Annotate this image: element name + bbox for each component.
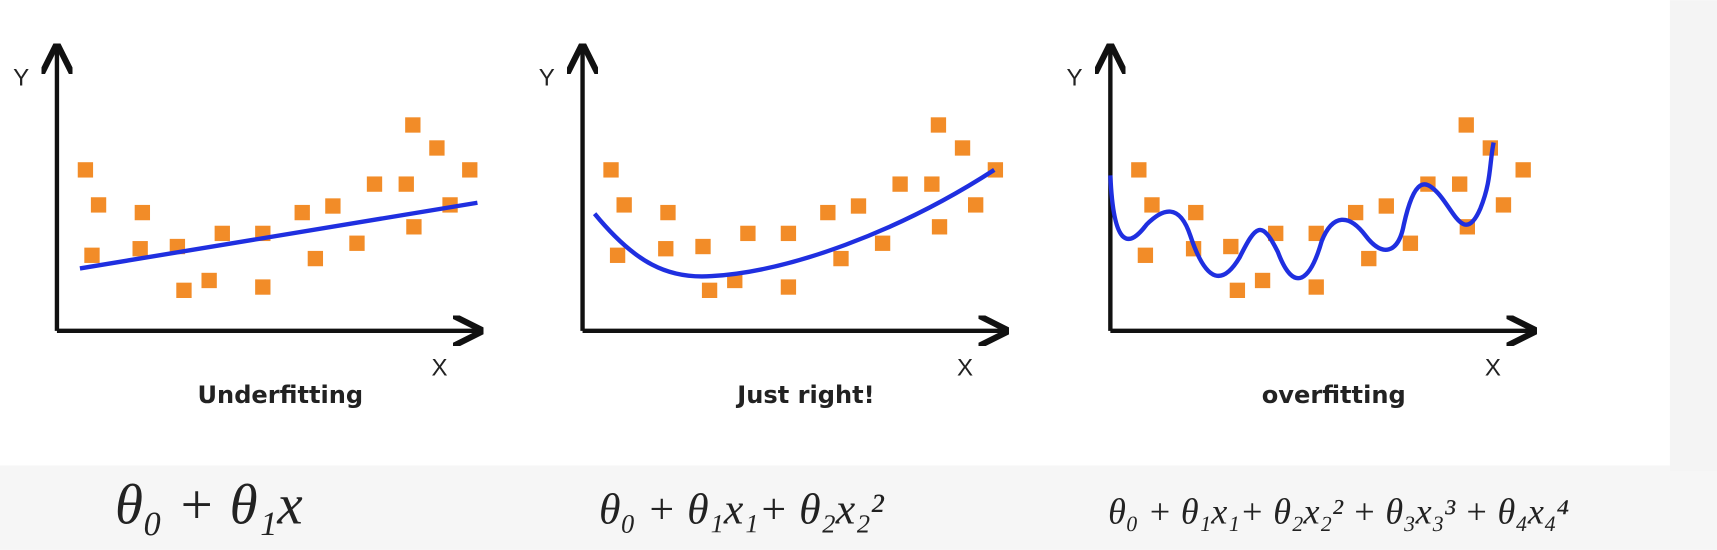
data-point [968,197,984,213]
data-point [850,198,867,214]
data-point [349,235,365,251]
data-point [1229,282,1246,298]
data-point [1378,198,1394,214]
data-point [255,279,271,295]
data-point [366,176,383,192]
data-point [1402,235,1419,251]
data-point [1452,176,1468,192]
caption: Just right! [735,381,874,409]
data-point [1458,117,1474,133]
data-point [1188,204,1204,221]
data-point [176,282,192,298]
data-point [740,225,756,242]
x-axis-label: X [957,355,973,382]
data-point [294,204,310,221]
formula-band [0,465,1717,550]
data-point [833,250,849,267]
panel: Y X Just right! [539,49,1003,409]
data-point [1144,197,1160,213]
data-point [1137,247,1154,263]
data-point [1254,272,1271,289]
data-point [954,140,971,156]
formula: θ₀ + θ₁x₁+ θ₂x₂² [599,486,885,534]
data-point [820,204,836,221]
data-point [405,117,421,133]
data-point [874,235,891,251]
data-point [1131,162,1147,178]
data-point [90,197,107,213]
data-point [658,241,674,257]
data-point [924,176,940,192]
data-point [1495,197,1512,213]
fit-curve [592,168,996,279]
x-axis-label: X [1485,355,1501,382]
data-point [780,225,797,242]
data-point [695,238,711,255]
data-point [1223,238,1239,255]
data-point [214,225,230,242]
panel: Y X Underfitting [13,49,477,409]
data-point [1308,225,1324,242]
data-point [1308,279,1324,295]
data-point [780,279,797,295]
data-point [201,272,217,289]
data-point [134,204,151,221]
data-point [660,204,676,221]
data-point [609,247,626,263]
fit-curve [1108,142,1496,281]
data-point [84,247,100,263]
x-axis-label: X [431,355,447,382]
formula: θ₀ + θ₁x [115,474,303,537]
caption: overfitting [1262,381,1406,409]
y-axis-label: Y [13,65,29,92]
data-point [1515,162,1531,178]
data-point [462,162,478,178]
side-strip [1669,0,1717,472]
formula: θ₀ + θ₁x₁+ θ₂x₂² + θ₃x₃³ + θ₄x₄⁴ [1108,492,1569,532]
data-point [892,176,908,192]
data-point [1347,204,1364,221]
data-point [325,198,341,214]
data-point [398,176,414,192]
data-point [406,219,422,235]
data-point [987,162,1004,178]
data-point [132,241,148,257]
data-point [1361,250,1377,267]
data-point [727,272,743,289]
data-point [701,282,718,298]
y-axis-label: Y [539,65,555,92]
data-point [603,162,619,178]
data-point [616,197,632,213]
caption: Underfitting [198,381,364,409]
data-point [307,250,324,267]
fit-curve [79,200,478,271]
data-point [77,162,94,178]
data-point [930,117,947,133]
data-point [429,140,445,156]
data-point [931,219,948,235]
y-axis-label: Y [1067,65,1083,92]
